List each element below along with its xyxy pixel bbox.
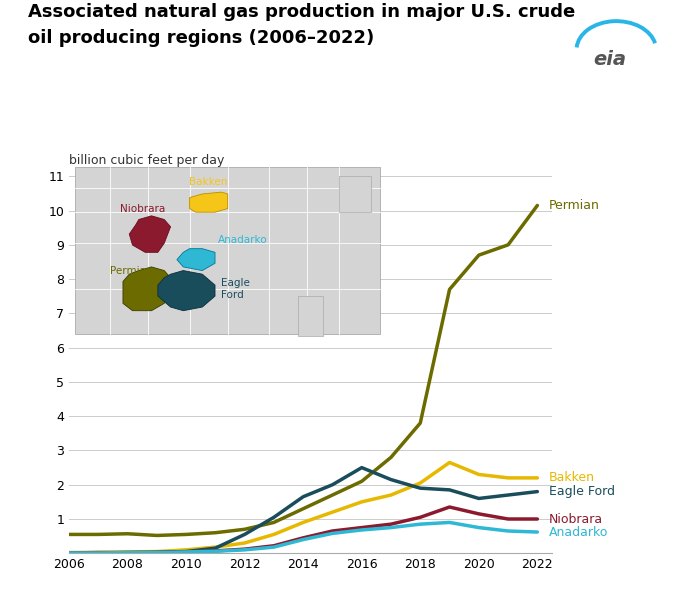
Text: Bakken: Bakken bbox=[190, 177, 228, 187]
Text: Associated natural gas production in major U.S. crude: Associated natural gas production in maj… bbox=[28, 3, 575, 21]
Text: Eagle Ford: Eagle Ford bbox=[549, 485, 615, 498]
Text: Anadarko: Anadarko bbox=[218, 235, 268, 245]
Polygon shape bbox=[123, 267, 170, 311]
Polygon shape bbox=[190, 192, 228, 212]
Text: Eagle
Ford: Eagle Ford bbox=[221, 278, 250, 300]
Text: eia: eia bbox=[593, 50, 627, 69]
Text: billion cubic feet per day: billion cubic feet per day bbox=[69, 154, 224, 167]
Text: Permian: Permian bbox=[549, 199, 600, 212]
Text: Permian: Permian bbox=[110, 266, 153, 275]
Text: Niobrara: Niobrara bbox=[120, 204, 165, 214]
Text: Anadarko: Anadarko bbox=[549, 525, 609, 539]
FancyBboxPatch shape bbox=[339, 176, 371, 212]
Text: Niobrara: Niobrara bbox=[549, 513, 603, 525]
Text: oil producing regions (2006–2022): oil producing regions (2006–2022) bbox=[28, 29, 374, 47]
Polygon shape bbox=[158, 271, 215, 311]
Text: Bakken: Bakken bbox=[549, 471, 595, 485]
Polygon shape bbox=[129, 216, 170, 252]
Polygon shape bbox=[177, 249, 215, 271]
FancyBboxPatch shape bbox=[75, 167, 380, 334]
FancyBboxPatch shape bbox=[297, 296, 323, 336]
